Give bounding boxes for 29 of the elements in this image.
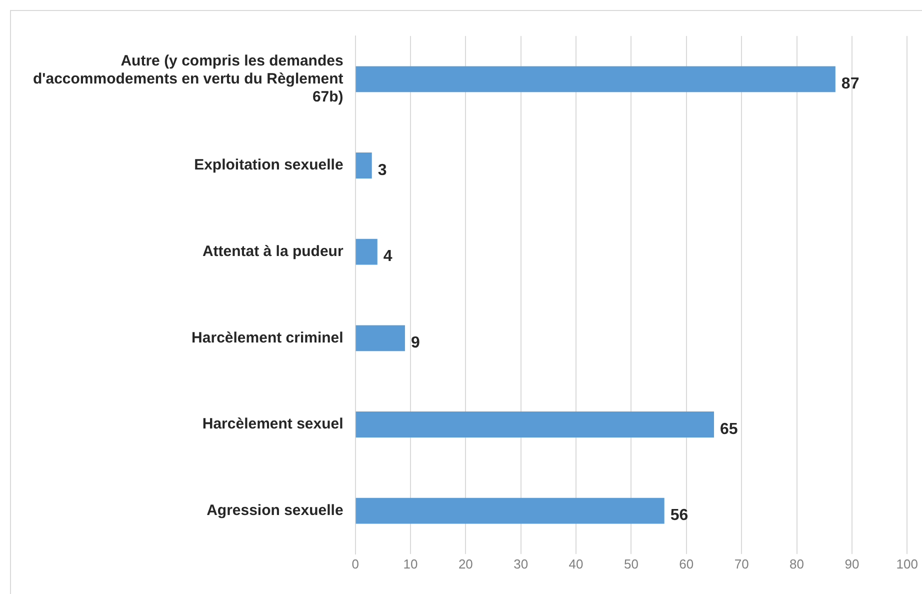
y-tick-label: Harcèlement criminel: [192, 329, 344, 346]
data-label: 4: [383, 248, 392, 266]
x-tick-label: 0: [352, 556, 359, 572]
bar: [356, 412, 714, 438]
y-tick-label: Autre (y compris les demandes d'accommodements en vertu du Règlement 67b): [32, 52, 344, 106]
y-tick-label: Harcèlement sexuel: [202, 416, 344, 433]
x-tick-label: 70: [734, 556, 749, 572]
x-tick-label: 60: [679, 556, 694, 572]
data-label: 3: [378, 162, 387, 179]
bar: [356, 152, 372, 178]
x-tick-label: 50: [624, 556, 638, 572]
bar: [356, 325, 405, 352]
x-tick-label: 30: [514, 556, 528, 572]
x-tick-label: 100: [896, 556, 918, 572]
y-tick-label: Agression sexuelle: [206, 502, 344, 519]
x-tick-label: 20: [458, 556, 473, 572]
x-tick-label: 40: [568, 556, 584, 572]
data-label: 87: [841, 76, 860, 93]
data-label: 9: [410, 334, 420, 352]
y-tick-label: Attentat à la pudeur: [202, 242, 344, 260]
data-label: 56: [670, 507, 688, 524]
bar: [356, 238, 378, 265]
x-tick-label: 80: [790, 556, 804, 572]
x-tick-label: 90: [844, 556, 860, 572]
bar: [356, 66, 836, 92]
x-tick-label: 10: [403, 556, 418, 572]
y-tick-label: Exploitation sexuelle: [194, 156, 344, 174]
data-label: 65: [720, 420, 738, 438]
bar: [356, 498, 664, 524]
